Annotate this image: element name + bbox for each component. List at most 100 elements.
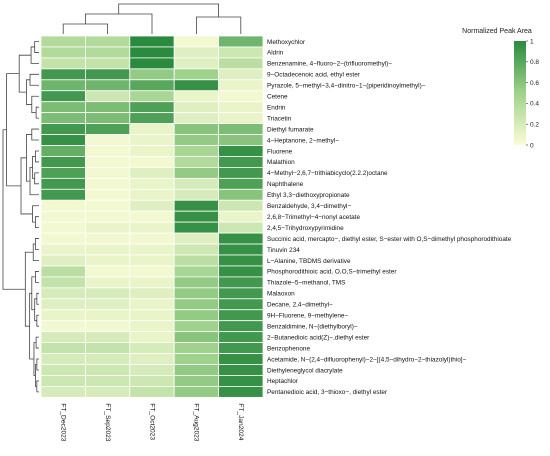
heatmap-cell (85, 385, 131, 398)
column-dendrogram (62, 3, 242, 34)
heatmap-cell (218, 101, 264, 114)
row-label: Naphthalene (267, 181, 304, 188)
row-label: Pyrazole, 5−methyl−3,4−dinitro−1−(piperi… (267, 83, 426, 90)
heatmap-cell (85, 123, 131, 135)
heatmap-cell (218, 364, 264, 376)
row-label: Methoxychlor (267, 39, 306, 46)
row-label: Phosphorodithioic acid, O,O,S−trimethyl … (267, 269, 397, 276)
heatmap-cell (218, 79, 264, 92)
heatmap-cell (218, 46, 264, 59)
heatmap-cell (85, 112, 131, 125)
heatmap-cell (173, 166, 219, 179)
heatmap-cell (173, 188, 219, 201)
heatmap-cell (85, 199, 131, 212)
heatmap-cell (40, 331, 86, 343)
row-label: 2,4,5−Trihydroxypyrimidine (267, 225, 344, 232)
dendrogram-link (29, 73, 39, 86)
heatmap-cell (85, 298, 131, 311)
row-label: L−Alanine, TBDMS derivative (267, 258, 351, 265)
heatmap-cell (129, 210, 175, 223)
heatmap-cell (40, 287, 86, 300)
dendrogram-link (18, 54, 32, 93)
heatmap-cell (218, 68, 264, 81)
heatmap-cell (40, 68, 86, 81)
heatmap-cell (85, 46, 131, 59)
heatmap-cell (129, 123, 175, 135)
row-dendrogram (2, 41, 39, 393)
heatmap-cell (129, 331, 175, 343)
heatmap-cell (85, 166, 131, 179)
heatmap-cell (173, 309, 219, 322)
heatmap-cell (173, 276, 219, 289)
dendrogram-link (25, 134, 32, 182)
row-label: Decane, 2,4−dimethyl− (267, 302, 333, 309)
row-label: Heptachlor (267, 378, 299, 385)
row-label: Fluorene (267, 148, 293, 155)
dendrogram-link (36, 314, 39, 327)
heatmap-cell (218, 385, 264, 398)
row-label: Acetamide, N−(2,4−difluorophenyl)−2−[(4,… (267, 356, 467, 363)
colorbar-tick-label: 0.8 (530, 59, 539, 66)
heatmap-cell (218, 210, 264, 223)
heatmap-cell (129, 145, 175, 157)
heatmap-cell (40, 199, 86, 212)
heatmap-cell (40, 90, 86, 103)
heatmap-cell (40, 35, 86, 48)
heatmap-cell (173, 375, 219, 387)
heatmap-cell (218, 375, 264, 387)
colorbar-tick-label: 0 (530, 142, 534, 149)
row-label: Pentanedioic acid, 3−thioxo−, diethyl es… (267, 389, 388, 396)
heatmap-cell (173, 112, 219, 125)
heatmap-cell (129, 90, 175, 103)
heatmap-cell (85, 287, 131, 300)
heatmap-cell (129, 79, 175, 92)
heatmap-cell (173, 79, 219, 92)
heatmap-cell (40, 320, 86, 333)
dendrogram-link (35, 216, 39, 229)
row-label: Benzenamine, 4−fluoro−2−(trifluoromethyl… (267, 61, 392, 68)
dendrogram-link (195, 16, 242, 34)
heatmap-cell (173, 364, 219, 376)
heatmap-cell (173, 265, 219, 278)
heatmap-cell (129, 46, 175, 59)
heatmap-cell (40, 254, 86, 267)
row-labels: Methoxychlor Aldrin Benzenamine, 4−fluoro−… (267, 39, 512, 396)
dendrogram-link (35, 150, 39, 163)
heatmap-cell (85, 254, 131, 267)
heatmap-cell (40, 342, 86, 354)
dendrogram-link (35, 271, 39, 283)
row-label: Thiazole−5−methanol, TMS (267, 280, 345, 287)
colorbar-tick-label: 0.2 (530, 122, 539, 129)
heatmap-cell (173, 221, 219, 234)
heatmap-cell (173, 331, 219, 343)
heatmap-cell (40, 232, 86, 245)
heatmap-cell (173, 123, 219, 135)
row-label: Succinic acid, mercapto−, diethyl ester,… (267, 236, 512, 243)
dendrogram-link (35, 336, 39, 349)
heatmap-cell (129, 320, 175, 333)
heatmap-cell (218, 287, 264, 300)
dendrogram-link (35, 238, 39, 250)
heatmap-cell (40, 243, 86, 256)
heatmap-cell (218, 156, 264, 168)
heatmap-cell (218, 243, 264, 256)
column-label: FT_Dec2023 (59, 403, 66, 441)
row-label: Endrin (267, 104, 286, 111)
dendrogram-link (25, 79, 32, 105)
row-label: 2,6,8−Trimethyl−4−nonyl acetate (267, 214, 360, 221)
heatmap-cell (218, 298, 264, 311)
heatmap-cell (173, 46, 219, 59)
heatmap-cell (218, 166, 264, 179)
heatmap-cell (173, 287, 219, 300)
column-label: FT_Oct2023 (148, 403, 155, 440)
heatmap-cell (218, 145, 264, 157)
row-label: Tinuvin 234 (267, 247, 300, 254)
column-labels: FT_Dec2023 FT_Sep2023 FT_Oct2023 FT_Aug2023… (59, 403, 244, 441)
heatmap-cell (129, 166, 175, 179)
heatmap-cell (218, 112, 264, 125)
heatmap-cell (218, 57, 264, 70)
dendrogram-link (62, 23, 108, 34)
heatmap-cell (85, 68, 131, 81)
heatmap-cell (129, 35, 175, 48)
heatmap-cell (218, 188, 264, 201)
